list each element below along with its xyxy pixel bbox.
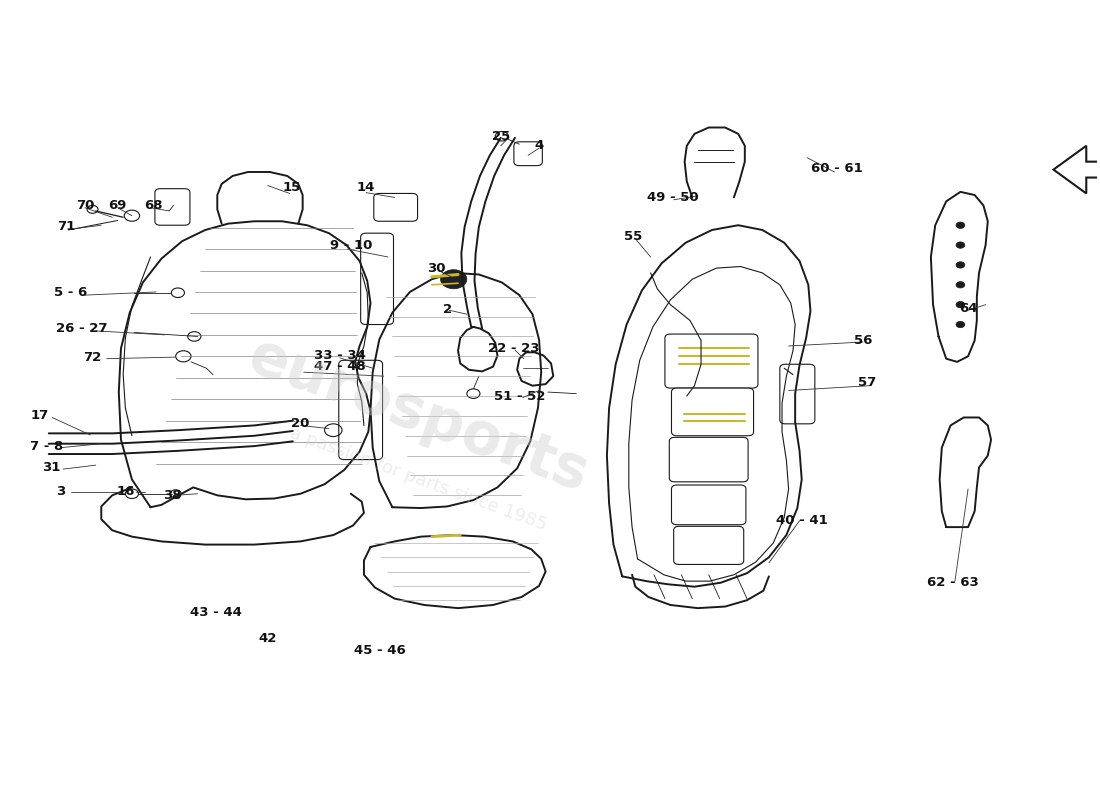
Text: 25: 25 bbox=[492, 130, 510, 142]
Text: 71: 71 bbox=[57, 220, 76, 234]
Text: 7 - 8: 7 - 8 bbox=[30, 439, 63, 453]
Circle shape bbox=[956, 262, 965, 268]
Text: 3: 3 bbox=[56, 485, 65, 498]
FancyBboxPatch shape bbox=[671, 485, 746, 525]
Polygon shape bbox=[1054, 146, 1100, 194]
Text: 15: 15 bbox=[283, 181, 300, 194]
Text: 26 - 27: 26 - 27 bbox=[56, 322, 108, 335]
Text: 47 - 48: 47 - 48 bbox=[314, 360, 365, 373]
Text: 2: 2 bbox=[442, 303, 452, 316]
FancyBboxPatch shape bbox=[671, 388, 754, 436]
Text: 14: 14 bbox=[356, 181, 375, 194]
Text: 16: 16 bbox=[117, 485, 134, 498]
Text: 64: 64 bbox=[959, 302, 977, 315]
Text: 70: 70 bbox=[76, 199, 94, 212]
FancyBboxPatch shape bbox=[339, 360, 383, 459]
Text: 45 - 46: 45 - 46 bbox=[354, 644, 406, 657]
Text: 9 - 10: 9 - 10 bbox=[330, 239, 372, 252]
FancyBboxPatch shape bbox=[361, 233, 394, 325]
Text: 55: 55 bbox=[624, 230, 642, 243]
FancyBboxPatch shape bbox=[669, 438, 748, 482]
FancyBboxPatch shape bbox=[673, 526, 744, 565]
Text: 31: 31 bbox=[42, 461, 60, 474]
Text: eurosports: eurosports bbox=[241, 328, 596, 504]
Text: 72: 72 bbox=[84, 351, 101, 364]
Text: 4: 4 bbox=[535, 139, 543, 152]
FancyBboxPatch shape bbox=[780, 364, 815, 424]
Text: 60 - 61: 60 - 61 bbox=[811, 162, 862, 174]
Circle shape bbox=[956, 302, 965, 308]
Text: 30: 30 bbox=[427, 262, 446, 275]
Text: 57: 57 bbox=[858, 376, 877, 389]
Text: 20: 20 bbox=[292, 418, 310, 430]
Text: 33 - 34: 33 - 34 bbox=[314, 349, 366, 362]
FancyBboxPatch shape bbox=[664, 334, 758, 388]
FancyBboxPatch shape bbox=[155, 189, 190, 226]
Text: 51 - 52: 51 - 52 bbox=[494, 390, 544, 402]
Text: 38: 38 bbox=[163, 489, 182, 502]
Text: 40 - 41: 40 - 41 bbox=[776, 514, 827, 527]
Circle shape bbox=[956, 242, 965, 248]
Text: 5 - 6: 5 - 6 bbox=[54, 286, 87, 299]
Text: 62 - 63: 62 - 63 bbox=[927, 576, 979, 590]
Text: 69: 69 bbox=[109, 199, 126, 212]
FancyBboxPatch shape bbox=[514, 142, 542, 166]
Text: 49 - 50: 49 - 50 bbox=[647, 191, 698, 204]
Circle shape bbox=[956, 222, 965, 229]
Circle shape bbox=[956, 282, 965, 288]
Text: 43 - 44: 43 - 44 bbox=[190, 606, 242, 619]
Text: 42: 42 bbox=[258, 632, 277, 645]
FancyBboxPatch shape bbox=[374, 194, 418, 222]
Text: 68: 68 bbox=[144, 199, 163, 212]
Circle shape bbox=[441, 270, 466, 289]
Circle shape bbox=[956, 322, 965, 328]
Text: a passion for parts since 1985: a passion for parts since 1985 bbox=[287, 424, 550, 534]
Text: 22 - 23: 22 - 23 bbox=[488, 342, 540, 355]
Text: 56: 56 bbox=[854, 334, 872, 347]
Text: 17: 17 bbox=[31, 410, 50, 422]
